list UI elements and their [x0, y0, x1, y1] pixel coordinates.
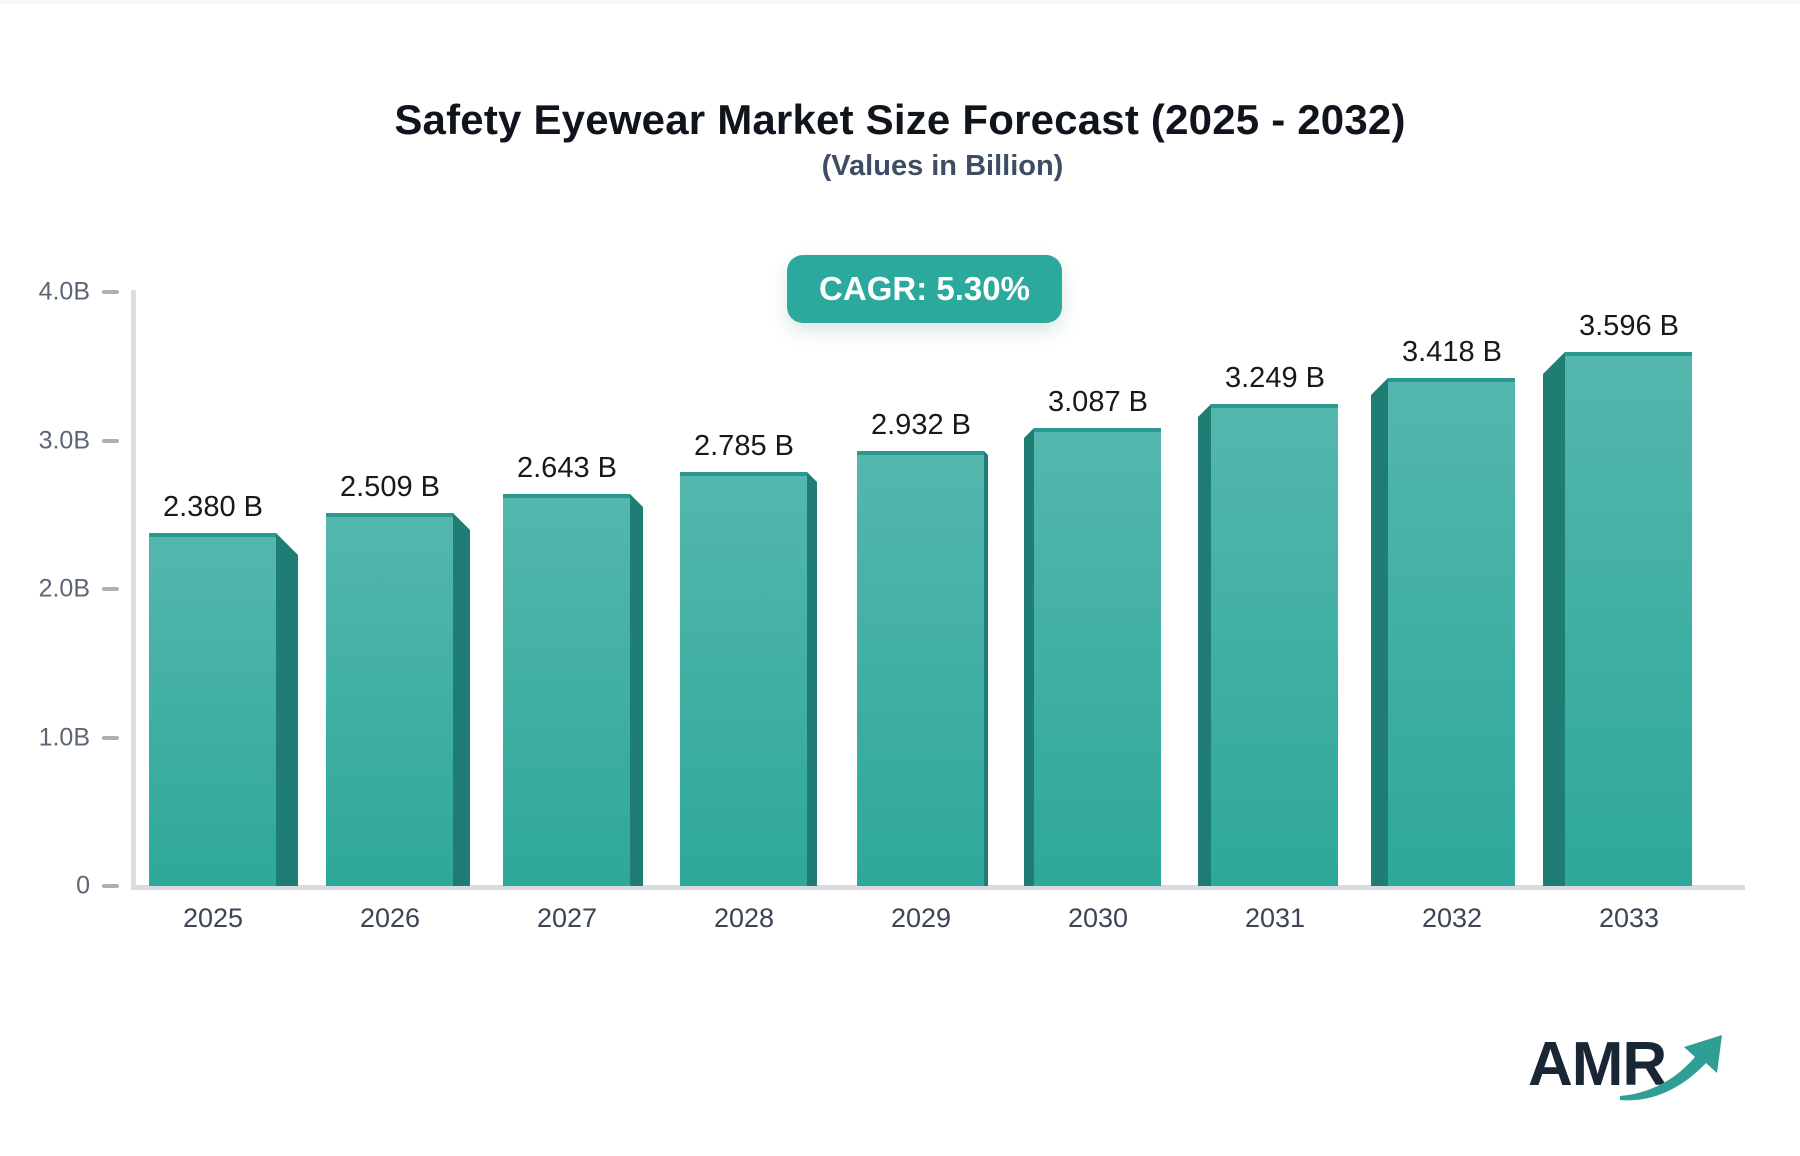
bar-2032 [1388, 378, 1515, 886]
y-axis-label: 2.0B [38, 574, 90, 603]
bar-value-label: 3.087 B [1048, 386, 1148, 418]
cagr-badge: CAGR: 5.30% [787, 255, 1062, 323]
x-axis-label: 2032 [1421, 903, 1483, 933]
bar-value-label: 2.785 B [694, 430, 794, 462]
y-axis-tick [102, 884, 119, 888]
bar-value-label: 2.380 B [163, 491, 263, 523]
bar-value-label: 3.596 B [1579, 310, 1679, 342]
bar-2033 [1565, 352, 1692, 886]
x-axis-baseline [131, 885, 1745, 890]
y-axis-tick [102, 438, 119, 443]
bar-2025 [149, 533, 276, 886]
bar-value-label: 2.643 B [517, 452, 617, 484]
amr-logo-text: AMR [1528, 1030, 1667, 1099]
bar-side-face-2029 [984, 451, 988, 886]
bar-side-face-2027 [630, 494, 643, 886]
y-axis-label: 4.0B [38, 277, 90, 306]
bar-value-label: 2.932 B [871, 409, 971, 441]
bar-side-face-2033 [1543, 352, 1565, 886]
x-axis-label: 2033 [1598, 903, 1660, 933]
bar-2031 [1211, 404, 1338, 886]
growth-arrow-icon [1620, 1035, 1722, 1101]
y-axis-label: 0 [76, 871, 90, 900]
bar-2027 [503, 494, 630, 886]
top-edge-strip [0, 0, 1800, 4]
x-axis-label: 2025 [182, 903, 244, 933]
bar-side-face-2030 [1024, 428, 1034, 886]
bar-side-face-2028 [807, 472, 817, 886]
amr-logo: AMR [1528, 1028, 1722, 1112]
y-axis-label: 1.0B [38, 723, 90, 751]
bar-2026 [326, 513, 453, 886]
x-axis-label: 2028 [713, 903, 775, 933]
y-axis-line [131, 290, 136, 890]
x-axis-label: 2027 [536, 903, 598, 933]
x-axis-label: 2030 [1067, 903, 1129, 933]
bar-value-label: 3.249 B [1225, 362, 1325, 394]
bar-value-label: 2.509 B [340, 471, 440, 503]
bar-side-face-2032 [1371, 378, 1388, 886]
chart-title: Safety Eyewear Market Size Forecast (202… [394, 96, 1406, 143]
bar-2030 [1034, 428, 1161, 886]
y-axis-tick [102, 735, 119, 740]
bar-side-face-2025 [276, 533, 298, 886]
bar-side-face-2026 [453, 513, 470, 886]
chart-subtitle: (Values in Billion) [821, 150, 1064, 182]
y-axis-tick [102, 290, 119, 294]
x-axis-label: 2029 [890, 903, 952, 933]
x-axis-label: 2031 [1244, 903, 1306, 933]
bar-side-face-2031 [1198, 404, 1211, 886]
y-axis-label: 3.0B [38, 426, 90, 454]
bar-value-label: 3.418 B [1402, 336, 1502, 368]
bar-2028 [680, 472, 807, 886]
bar-2029 [857, 451, 984, 886]
y-axis-tick [102, 587, 119, 591]
x-axis-label: 2026 [359, 903, 421, 933]
